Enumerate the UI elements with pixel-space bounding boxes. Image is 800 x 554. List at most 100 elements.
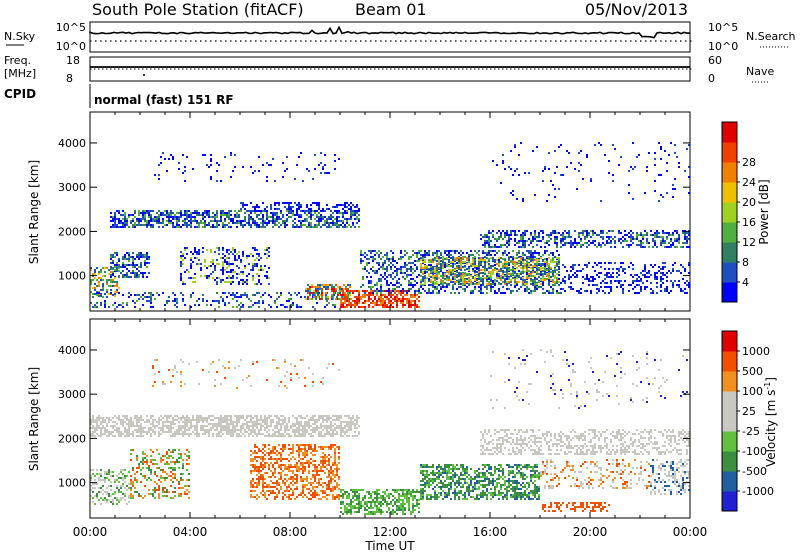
data-cell: [154, 425, 156, 427]
data-cell: [428, 280, 430, 282]
data-cell: [228, 431, 230, 433]
data-cell: [526, 240, 528, 242]
data-cell: [514, 232, 516, 234]
data-cell: [184, 419, 186, 421]
data-cell: [420, 257, 422, 259]
data-cell: [318, 415, 320, 417]
data-cell: [324, 433, 326, 435]
data-cell: [224, 427, 226, 429]
data-cell: [196, 222, 198, 224]
data-cell: [254, 249, 256, 251]
data-cell: [318, 427, 320, 429]
data-cell: [96, 419, 98, 421]
data-cell: [486, 261, 488, 263]
data-cell: [276, 417, 278, 419]
data-cell: [332, 429, 334, 431]
data-cell: [524, 259, 526, 261]
data-cell: [686, 240, 688, 242]
data-cell: [556, 250, 558, 252]
data-cell: [554, 283, 556, 285]
data-cell: [106, 267, 108, 269]
data-cell: [94, 293, 96, 295]
data-cell: [212, 220, 214, 222]
data-cell: [494, 290, 496, 292]
data-cell: [334, 304, 336, 306]
data-cell: [250, 269, 252, 271]
data-cell: [402, 306, 404, 308]
data-cell: [510, 192, 512, 194]
data-cell: [144, 264, 146, 266]
data-cell: [312, 417, 314, 419]
data-cell: [550, 276, 552, 278]
data-cell: [358, 296, 360, 298]
data-cell: [238, 417, 240, 419]
data-cell: [128, 216, 130, 218]
data-cell: [514, 275, 516, 277]
data-cell: [302, 417, 304, 419]
data-cell: [284, 417, 286, 419]
data-cell: [388, 292, 390, 294]
data-cell: [100, 427, 102, 429]
data-cell: [176, 302, 178, 304]
data-cell: [552, 271, 554, 273]
data-cell: [410, 296, 412, 298]
data-cell: [338, 226, 340, 228]
data-cell: [332, 206, 334, 208]
data-cell: [470, 281, 472, 283]
data-cell: [446, 283, 448, 285]
data-cell: [480, 286, 482, 288]
data-cell: [220, 296, 222, 298]
data-cell: [506, 261, 508, 263]
data-cell: [522, 269, 524, 271]
data-cell: [264, 226, 266, 228]
data-cell: [450, 261, 452, 263]
data-cell: [588, 284, 590, 286]
data-cell: [192, 292, 194, 294]
data-cell: [252, 294, 254, 296]
data-cell: [548, 277, 550, 279]
data-cell: [414, 296, 416, 298]
data-cell: [318, 431, 320, 433]
data-cell: [204, 154, 206, 156]
data-cell: [368, 282, 370, 284]
data-cell: [482, 281, 484, 283]
data-cell: [130, 417, 132, 419]
data-cell: [522, 257, 524, 259]
data-cell: [428, 275, 430, 277]
data-cell: [614, 148, 616, 150]
data-cell: [354, 214, 356, 216]
data-cell: [256, 423, 258, 425]
data-cell: [302, 435, 304, 437]
data-cell: [176, 226, 178, 228]
data-cell: [186, 253, 188, 255]
data-cell: [480, 259, 482, 261]
data-cell: [200, 425, 202, 427]
data-cell: [604, 282, 606, 284]
data-cell: [278, 218, 280, 220]
data-cell: [594, 262, 596, 264]
data-cell: [168, 431, 170, 433]
data-cell: [122, 218, 124, 220]
data-cell: [580, 232, 582, 234]
data-cell: [344, 306, 346, 308]
data-cell: [266, 222, 268, 224]
data-cell: [118, 270, 120, 272]
data-cell: [550, 232, 552, 234]
data-cell: [202, 300, 204, 302]
data-cell: [628, 284, 630, 286]
data-cell: [294, 292, 296, 294]
data-cell: [396, 272, 398, 274]
data-cell: [550, 286, 552, 288]
data-cell: [332, 224, 334, 226]
data-cell: [468, 261, 470, 263]
data-cell: [334, 206, 336, 208]
data-cell: [400, 266, 402, 268]
data-cell: [258, 281, 260, 283]
data-cell: [506, 283, 508, 285]
data-cell: [372, 286, 374, 288]
colorbar-tick-label: 16: [742, 216, 756, 229]
data-cell: [130, 421, 132, 423]
data-cell: [256, 427, 258, 429]
data-cell: [222, 279, 224, 281]
data-cell: [128, 292, 130, 294]
